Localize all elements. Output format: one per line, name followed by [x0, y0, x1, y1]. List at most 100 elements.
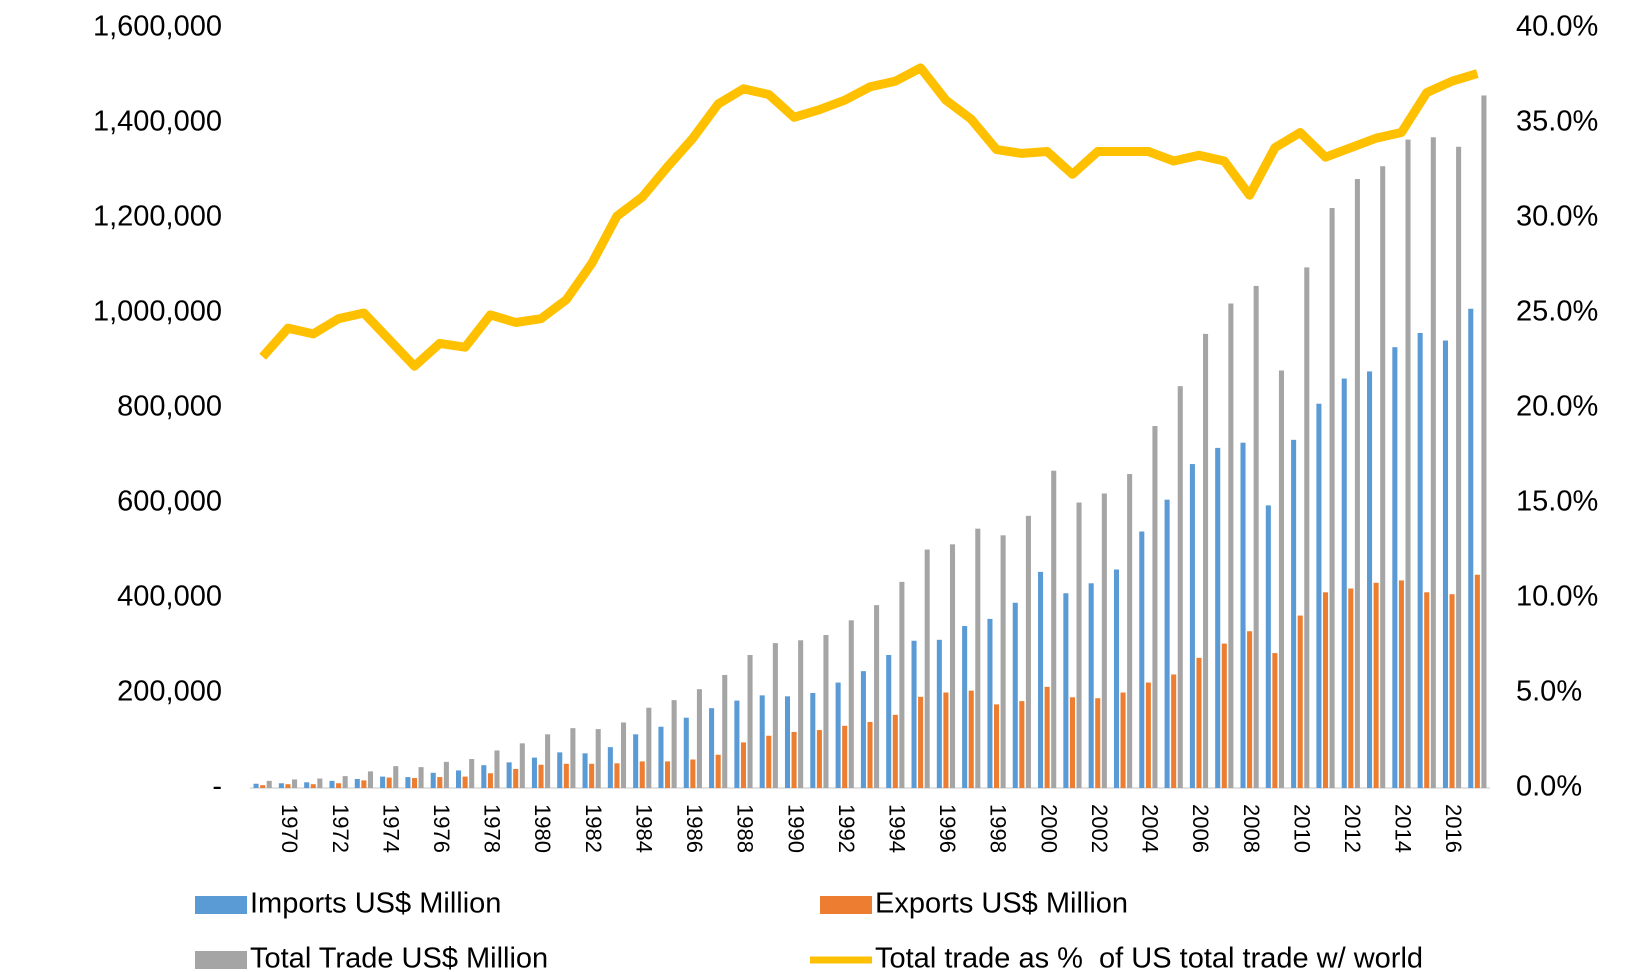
bar [1177, 386, 1183, 788]
x-tick-label: 1988 [733, 804, 758, 853]
bar [494, 750, 500, 788]
bar [1481, 95, 1487, 788]
bar [842, 725, 848, 788]
x-tick-label: 1976 [429, 804, 454, 853]
bar [1322, 592, 1329, 788]
bar [589, 763, 595, 788]
bar [513, 769, 519, 788]
x-tick-label: 2000 [1036, 804, 1061, 853]
bar [810, 693, 816, 788]
y-tick-label: 800,000 [117, 391, 222, 423]
bar [386, 777, 392, 788]
bar [1247, 631, 1253, 788]
bar [487, 773, 493, 788]
x-tick-label: 1978 [480, 804, 505, 853]
x-tick-label: 2014 [1391, 804, 1416, 853]
bar [380, 776, 386, 788]
bar [531, 757, 537, 788]
bar [848, 620, 854, 788]
bar [538, 764, 544, 788]
bar [671, 700, 677, 788]
y2-tick-label: 15.0% [1516, 486, 1598, 518]
y-tick-label: 1,400,000 [93, 106, 222, 138]
bar [759, 695, 765, 788]
bar [462, 776, 468, 788]
bar [740, 742, 746, 788]
legend-swatch [820, 896, 872, 914]
bar [1392, 347, 1398, 788]
bar [709, 708, 715, 788]
bar [1000, 535, 1006, 788]
y-tick-label: 400,000 [117, 581, 222, 613]
bar [823, 635, 829, 788]
bar [899, 581, 905, 788]
bar [1019, 701, 1025, 788]
bar [665, 761, 671, 788]
x-tick-label: 1970 [277, 804, 302, 853]
bar [292, 779, 298, 788]
bar [582, 753, 588, 788]
y-tick-label: 1,200,000 [93, 201, 222, 233]
bar [1038, 571, 1044, 788]
bar [943, 692, 949, 788]
bar [620, 722, 627, 788]
bar [715, 754, 721, 788]
bar [481, 765, 487, 788]
bar [336, 783, 342, 788]
bar [1051, 470, 1057, 788]
bar [1430, 137, 1436, 788]
bar [1253, 285, 1259, 788]
bar [1291, 439, 1297, 788]
bar [747, 655, 753, 788]
y2-tick-label: 40.0% [1516, 11, 1598, 43]
x-tick-label: 1990 [783, 804, 808, 853]
bar [1278, 370, 1285, 788]
x-tick-label: 1974 [378, 804, 403, 853]
legend-swatch [195, 896, 247, 914]
bar [784, 696, 791, 788]
bar [867, 721, 873, 788]
bar [342, 776, 348, 788]
bar [1316, 403, 1322, 788]
bar [1341, 378, 1347, 788]
bar [1044, 686, 1050, 788]
y2-tick-label: 0.0% [1516, 771, 1582, 803]
bar [595, 729, 601, 788]
bar [734, 700, 740, 788]
bar [1145, 682, 1151, 788]
bar [1113, 569, 1120, 788]
legend-label: Total trade as % of US total trade w/ wo… [875, 943, 1423, 972]
bar [506, 762, 512, 788]
bar [570, 728, 576, 788]
bar [860, 671, 866, 788]
bar [557, 752, 563, 788]
x-tick-label: 2004 [1138, 804, 1163, 853]
legend-swatch [195, 951, 247, 969]
bar [266, 780, 272, 788]
bar [1354, 179, 1360, 789]
bar [1228, 303, 1234, 788]
bar [936, 639, 942, 788]
bar [1139, 531, 1145, 788]
bar [354, 778, 360, 788]
bar [1449, 594, 1455, 788]
bar [1468, 308, 1474, 788]
bar [260, 785, 266, 788]
x-tick-label: 2012 [1340, 804, 1365, 853]
bar [690, 759, 696, 788]
x-tick-label: 1984 [631, 804, 656, 853]
bar [949, 544, 956, 788]
bar [722, 674, 728, 788]
bar [798, 640, 804, 788]
bar [393, 766, 399, 788]
bar [1189, 464, 1195, 788]
y2-tick-label: 5.0% [1516, 676, 1582, 708]
bar [1456, 146, 1462, 788]
bar [892, 714, 898, 788]
bar [1012, 602, 1018, 788]
legend-label: Exports US$ Million [875, 888, 1128, 920]
bar [1076, 502, 1082, 788]
bar [1380, 166, 1386, 789]
x-tick-label: 1986 [682, 804, 707, 853]
bar [1203, 333, 1209, 788]
